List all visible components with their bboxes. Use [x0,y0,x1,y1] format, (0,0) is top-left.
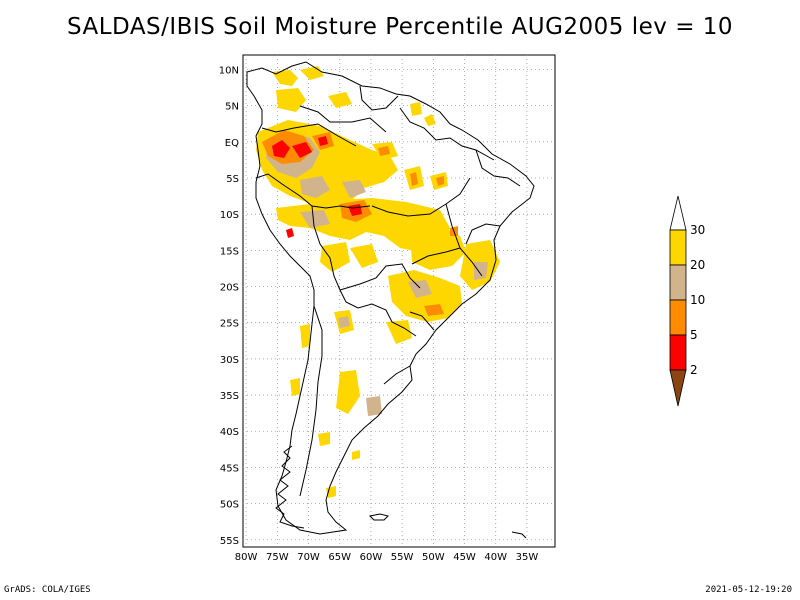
border-line [411,247,461,265]
shade-patch [436,176,444,186]
border-line [261,123,357,147]
colorbar-2-5 [669,334,687,371]
shade-patch [410,172,418,186]
shade-patch [424,304,444,316]
colorbar-below-2 [669,369,687,407]
colorbar-label: 20 [690,258,705,272]
fjord-coast [275,445,305,529]
border-line [475,149,521,187]
shade-patch [350,244,378,268]
country-borders [246,61,535,539]
colorbar-above-30 [669,195,687,231]
lon-label: 75W [266,552,289,563]
shade-patch [318,136,328,146]
island-outline [511,531,527,539]
shade-patch [318,432,330,446]
lon-label: 45W [453,552,476,563]
lat-label: 45S [220,463,239,474]
border-line [383,365,411,385]
shade-patch [272,140,290,158]
shade-patch [366,396,382,416]
lat-label: 5S [226,174,239,185]
shade-patch [300,324,310,348]
map-frame [242,54,556,548]
shade-patch [300,66,324,80]
border-line [371,177,471,217]
lat-label: 15S [220,246,239,257]
shade-patch [290,378,300,396]
shade-patch [276,88,306,112]
lon-label: 80W [235,552,258,563]
shade-patch [378,146,390,156]
lat-label: 25S [220,319,239,330]
shade-patch [424,114,436,126]
lon-label: 65W [328,552,351,563]
lon-label: 55W [391,552,414,563]
shade-patch [320,242,350,272]
lat-label: 5N [225,102,239,113]
lon-label: 70W [297,552,320,563]
border-line [339,289,417,337]
border-line [299,305,323,497]
shade-patch [292,142,312,158]
colorbar-20-30 [669,229,687,266]
colorbar-5-10 [669,299,687,336]
shade-patch [336,370,360,414]
lon-label: 35W [516,552,539,563]
map-title: SALDAS/IBIS Soil Moisture Percentile AUG… [66,14,734,40]
lat-label: 40S [220,427,239,438]
shade-patch [410,226,466,270]
footer-credit: GrADS: COLA/IGES [4,585,91,595]
border-line [409,311,435,331]
lat-label: 20S [220,283,239,294]
colorbar: 30 20 10 5 2 [669,195,705,407]
shade-patch [352,450,360,460]
border-line [299,105,387,133]
shade-patch [388,270,462,322]
footer-timestamp: 2021-05-12-19:20 [705,585,792,595]
lat-label: 50S [220,500,239,511]
colorbar-label: 5 [690,328,698,342]
colorbar-label: 10 [690,293,705,307]
shade-patch [300,210,330,228]
lat-label: 35S [220,391,239,402]
shade-patch [272,70,298,86]
shade-patch [342,180,366,198]
south-america-coastline [246,61,535,535]
lon-label: 60W [360,552,383,563]
border-line [311,205,341,291]
percentile-shading [256,66,500,498]
shade-patch [474,262,488,280]
lon-label: 50W [422,552,445,563]
colorbar-10-20 [669,264,687,301]
shade-patch [408,280,432,298]
shade-patch [328,92,352,108]
shade-patch [338,316,350,328]
shade-patch [326,486,336,498]
lat-label: 10S [220,210,239,221]
longitude-labels: 80W 75W 70W 65W 60W 55W 50W 45W 40W 35W [235,552,539,563]
falklands-outline [368,513,389,521]
border-line [399,107,495,161]
border-line [359,85,399,111]
lat-label: EQ [225,138,239,149]
lat-label: 30S [220,355,239,366]
shade-patch [410,102,422,116]
lon-label: 40W [484,552,507,563]
shade-patch [386,320,412,344]
colorbar-label: 30 [690,223,705,237]
shade-patch [300,176,330,198]
border-line [339,263,421,291]
lat-label: 10N [219,65,239,76]
shade-patch [286,228,294,238]
border-line [465,223,501,245]
latitude-labels: 10N 5N EQ 5S 10S 15S 20S 25S 30S 35S 40S 45S 50S 55S [219,65,239,546]
colorbar-label: 2 [690,363,698,377]
lat-label: 55S [220,536,239,547]
